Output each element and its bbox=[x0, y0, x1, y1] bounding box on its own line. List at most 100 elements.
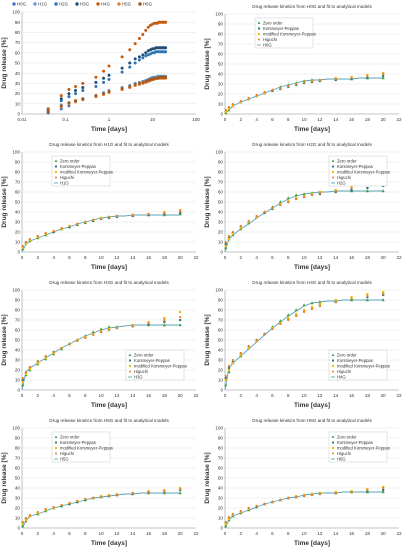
legend-marker bbox=[332, 165, 334, 168]
legend-marker bbox=[33, 2, 37, 6]
fit-line bbox=[224, 77, 384, 115]
fit-line bbox=[224, 299, 384, 391]
y-tick-label: 70 bbox=[15, 318, 21, 323]
data-point-h2g bbox=[120, 70, 124, 74]
y-tick-label: 50 bbox=[218, 338, 224, 343]
higuchi-point bbox=[131, 491, 134, 495]
legend-label: Korsmeyer-Peppas bbox=[337, 440, 373, 445]
zero-order-point bbox=[278, 200, 282, 204]
modified-korsmeyer-point bbox=[302, 308, 306, 312]
y-tick-label: 60 bbox=[218, 190, 224, 195]
higuchi-point bbox=[239, 224, 242, 228]
higuchi-point bbox=[99, 330, 103, 334]
legend-label: H4G bbox=[337, 375, 346, 380]
y-axis-label: Drug release [%] bbox=[204, 38, 211, 89]
higuchi-point bbox=[24, 516, 28, 520]
higuchi-point bbox=[271, 500, 274, 504]
zero-order-point bbox=[224, 246, 228, 250]
zero-order-point bbox=[286, 313, 290, 317]
higuchi-point bbox=[224, 374, 227, 378]
y-tick-label: 90 bbox=[218, 160, 224, 165]
chart-panel-1: Drug release kinetics from H0G and fit t… bbox=[204, 4, 402, 133]
legend-marker bbox=[117, 2, 121, 6]
legend-marker bbox=[129, 365, 131, 367]
y-tick-label: 30 bbox=[218, 82, 224, 87]
legend-marker bbox=[331, 435, 335, 438]
legend-label: Zero order bbox=[60, 159, 80, 164]
y-tick-label: 50 bbox=[15, 338, 21, 343]
legend-marker bbox=[55, 165, 57, 168]
higuchi-point bbox=[318, 492, 322, 496]
higuchi-point bbox=[279, 322, 282, 326]
higuchi-point bbox=[92, 218, 95, 222]
data-point-h2g bbox=[137, 58, 141, 62]
x-tick-label: 12 bbox=[317, 393, 323, 398]
higuchi-point bbox=[271, 88, 274, 92]
y-tick-label: 100 bbox=[12, 426, 20, 431]
y-tick-label: 0 bbox=[220, 526, 223, 531]
legend-marker bbox=[331, 159, 335, 162]
x-tick-label: 22 bbox=[193, 393, 199, 398]
higuchi-point bbox=[279, 203, 282, 207]
legend-marker bbox=[55, 447, 57, 449]
legend-marker bbox=[128, 353, 132, 356]
y-tick-label: 30 bbox=[15, 220, 21, 225]
higuchi-point bbox=[224, 240, 227, 244]
higuchi-point bbox=[84, 220, 87, 224]
higuchi-point bbox=[247, 344, 250, 348]
legend-marker bbox=[258, 27, 260, 30]
higuchi-point bbox=[60, 346, 63, 350]
legend-label: Zero order bbox=[337, 159, 357, 164]
higuchi-point bbox=[147, 490, 150, 494]
y-tick-label: 10 bbox=[15, 101, 21, 106]
modified-korsmeyer-point bbox=[350, 295, 353, 299]
legend-label: modified Korsmeyer-Peppas bbox=[60, 170, 113, 175]
higuchi-point bbox=[28, 365, 32, 369]
higuchi-point bbox=[60, 503, 63, 507]
legend-box bbox=[328, 431, 388, 463]
zero-order-point bbox=[381, 76, 385, 80]
higuchi-point bbox=[179, 315, 182, 319]
y-tick-label: 20 bbox=[15, 506, 21, 511]
x-axis-label: Time [days] bbox=[91, 264, 127, 271]
x-tick-label: 16 bbox=[349, 255, 355, 260]
zero-order-point bbox=[294, 308, 298, 312]
x-tick-label: 6 bbox=[68, 255, 71, 260]
y-tick-label: 100 bbox=[12, 288, 20, 293]
legend-label: Zero order bbox=[60, 435, 80, 440]
modified-korsmeyer-point bbox=[318, 302, 322, 306]
zero-order-point bbox=[381, 490, 385, 494]
data-point-h4g bbox=[120, 55, 124, 59]
x-tick-label: 8 bbox=[84, 255, 87, 260]
zero-order-point bbox=[381, 298, 385, 302]
legend-marker bbox=[55, 171, 57, 173]
data-point-h6g bbox=[128, 84, 132, 88]
x-tick-label: 0.1 bbox=[62, 117, 69, 122]
data-point-h6g bbox=[67, 101, 71, 105]
modified-korsmeyer-point bbox=[24, 518, 28, 522]
higuchi-point bbox=[295, 197, 298, 201]
y-tick-label: 80 bbox=[15, 446, 21, 451]
higuchi-point bbox=[239, 99, 242, 103]
korsmeyer-point bbox=[224, 376, 227, 380]
higuchi-point bbox=[247, 96, 250, 100]
korsmeyer-point bbox=[382, 74, 385, 78]
x-tick-label: 18 bbox=[365, 117, 371, 122]
x-tick-label: 4 bbox=[52, 255, 55, 260]
higuchi-point bbox=[263, 90, 266, 94]
legend-label: Korsmeyer-Peppas bbox=[134, 358, 170, 363]
higuchi-point bbox=[239, 509, 242, 513]
zero-order-point bbox=[178, 323, 182, 327]
data-point-h4g bbox=[67, 88, 71, 92]
modified-korsmeyer-point bbox=[36, 361, 39, 365]
modified-korsmeyer-point bbox=[295, 312, 298, 316]
legend-label: H4G bbox=[101, 2, 111, 7]
x-axis-label: Time [days] bbox=[294, 264, 330, 271]
legend-marker bbox=[96, 2, 100, 6]
x-tick-label: 4 bbox=[255, 117, 258, 122]
legend-marker bbox=[55, 452, 57, 455]
y-tick-label: 30 bbox=[218, 496, 224, 501]
x-tick-label: 18 bbox=[162, 393, 168, 398]
data-point-h3g bbox=[81, 85, 85, 89]
legend-marker bbox=[12, 2, 16, 6]
